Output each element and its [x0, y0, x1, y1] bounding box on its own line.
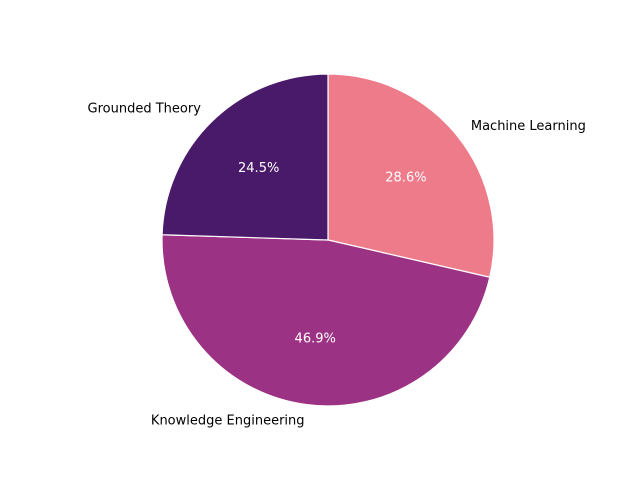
pie-slice-machine-learning — [327, 73, 495, 278]
pie-percent-label-machine-learning: 28.6% — [385, 170, 426, 185]
pie-category-label-knowledge-engineering: Knowledge Engineering — [151, 414, 305, 429]
pie-category-label-machine-learning: Machine Learning — [471, 119, 586, 134]
pie-slice-knowledge-engineering — [161, 234, 491, 407]
pie-slice-grounded-theory — [161, 73, 329, 241]
pie-percent-label-grounded-theory: 24.5% — [238, 161, 279, 176]
pie-slices — [161, 73, 495, 407]
pie-labels: 28.6% Machine Learning 46.9% Knowledge Engi… — [88, 101, 586, 428]
pie-category-label-grounded-theory: Grounded Theory — [88, 101, 202, 116]
pie-percent-label-knowledge-engineering: 46.9% — [295, 331, 336, 346]
